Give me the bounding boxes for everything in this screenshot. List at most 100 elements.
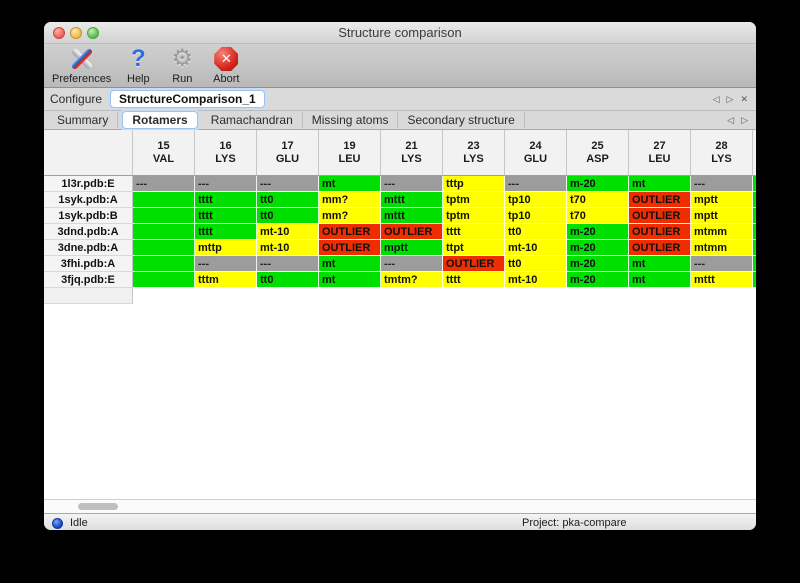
rotamer-cell[interactable]: --- [257,256,319,272]
rotamer-cell[interactable]: tttt [195,208,257,224]
rotamer-cell[interactable]: tmtm? [381,272,443,288]
rotamer-cell[interactable]: --- [691,256,753,272]
rotamer-cell[interactable]: mt [319,176,381,192]
rotamer-cell[interactable]: tttt [443,224,505,240]
run-button[interactable]: ⚙ Run [165,46,199,86]
rotamer-cell[interactable]: tt0 [257,192,319,208]
tab-missing-atoms[interactable]: Missing atoms [303,112,399,128]
rotamer-cell[interactable]: t [133,224,195,240]
tab-rotamers[interactable]: Rotamers [122,111,198,129]
rotamer-cell[interactable]: --- [195,256,257,272]
rotamer-cell[interactable]: mt [629,176,691,192]
zoom-traffic-light[interactable] [87,27,99,39]
row-label[interactable]: 1syk.pdb:A [44,192,133,208]
column-header[interactable]: 24 GLU [505,130,567,176]
abort-button[interactable]: ✕ Abort [209,46,243,85]
column-header[interactable]: 17 GLU [257,130,319,176]
rotamer-cell[interactable]: tt0 [505,224,567,240]
rotamer-cell[interactable]: --- [505,176,567,192]
rotamer-cell[interactable]: OUTLIER [629,224,691,240]
rotamer-cell[interactable]: tptm [443,208,505,224]
rotamer-cell[interactable]: mtmm [691,240,753,256]
rotamer-cell[interactable]: OUTLIER [381,224,443,240]
config-close-icon[interactable]: ✕ [740,93,748,104]
rotamer-cell[interactable]: m-20 [567,176,629,192]
rotamer-cell[interactable]: tp10 [505,208,567,224]
rotamer-cell[interactable]: tttt [195,224,257,240]
configure-tab[interactable]: StructureComparison_1 [110,90,265,108]
rotamer-cell[interactable]: tp10 [505,192,567,208]
rotamer-cell[interactable]: mtmm [691,224,753,240]
rotamer-cell[interactable]: OUTLIER [629,240,691,256]
rotamer-cell[interactable]: tttp [443,176,505,192]
row-label[interactable]: 1syk.pdb:B [44,208,133,224]
rotamer-cell[interactable]: m-20 [567,256,629,272]
column-header[interactable]: 16 LYS [195,130,257,176]
help-button[interactable]: ? Help [121,46,155,86]
rotamer-cell[interactable]: --- [133,176,195,192]
rotamer-table[interactable]: 15 VAL 16 LYS 17 GLU 19 LEU 21 LYS 23 LYS 24 GLU 25 ASP… [44,130,756,304]
rotamer-cell[interactable]: t [133,192,195,208]
close-traffic-light[interactable] [53,27,65,39]
rotamer-cell[interactable]: mt-10 [505,272,567,288]
row-label[interactable]: 3dne.pdb:A [44,240,133,256]
rotamer-cell[interactable]: t [133,208,195,224]
tabs-prev-icon[interactable]: ◁ [727,114,735,125]
rotamer-cell[interactable]: tptm [443,192,505,208]
rotamer-cell[interactable]: mt [319,272,381,288]
rotamer-cell[interactable]: mm? [319,208,381,224]
rotamer-cell[interactable]: OUTLIER [629,208,691,224]
rotamer-cell[interactable]: mt-10 [257,240,319,256]
tabs-next-icon[interactable]: ▷ [741,114,748,125]
column-header[interactable]: 19 LEU [319,130,381,176]
rotamer-cell[interactable]: OUTLIER [443,256,505,272]
column-header[interactable]: 27 LEU [629,130,691,176]
horizontal-scrollbar[interactable] [44,499,756,513]
rotamer-cell[interactable]: mt-10 [257,224,319,240]
rotamer-cell[interactable]: tttt [443,272,505,288]
rotamer-cell[interactable]: mttp [195,240,257,256]
row-label[interactable]: 3fhi.pdb:A [44,256,133,272]
rotamer-cell[interactable]: OUTLIER [319,240,381,256]
rotamer-cell[interactable]: --- [195,176,257,192]
rotamer-cell[interactable]: ttpt [443,240,505,256]
rotamer-cell[interactable]: m-20 [567,272,629,288]
rotamer-cell[interactable]: --- [691,176,753,192]
rotamer-cell[interactable]: --- [381,176,443,192]
row-label[interactable]: 3fjq.pdb:E [44,272,133,288]
row-label[interactable]: 1l3r.pdb:E [44,176,133,192]
config-next-icon[interactable]: ▷ [726,93,734,104]
rotamer-cell[interactable]: mttt [691,272,753,288]
column-header[interactable]: 21 LYS [381,130,443,176]
preferences-button[interactable]: Preferences [52,46,111,85]
rotamer-cell[interactable]: mt-10 [505,240,567,256]
rotamer-cell[interactable]: mm? [319,192,381,208]
tab-ramachandran[interactable]: Ramachandran [202,112,303,128]
rotamer-cell[interactable]: mptt [381,240,443,256]
tab-summary[interactable]: Summary [48,112,119,128]
rotamer-cell[interactable]: t [133,240,195,256]
rotamer-cell[interactable]: t [133,256,195,272]
minimize-traffic-light[interactable] [70,27,82,39]
column-header[interactable]: 25 ASP [567,130,629,176]
rotamer-cell[interactable]: mt [629,256,691,272]
rotamer-cell[interactable]: t [133,272,195,288]
rotamer-cell[interactable]: tttm [195,272,257,288]
column-header[interactable]: 15 VAL [133,130,195,176]
scrollbar-thumb[interactable] [78,503,118,510]
rotamer-cell[interactable]: t70 [567,192,629,208]
rotamer-cell[interactable]: mptt [691,192,753,208]
rotamer-cell[interactable]: tt0 [257,208,319,224]
column-header[interactable]: 28 LYS [691,130,753,176]
rotamer-cell[interactable]: --- [381,256,443,272]
rotamer-cell[interactable]: mt [319,256,381,272]
rotamer-cell[interactable]: m-20 [567,240,629,256]
rotamer-cell[interactable]: t70 [567,208,629,224]
tab-secondary-structure[interactable]: Secondary structure [398,112,525,128]
rotamer-cell[interactable]: tt0 [257,272,319,288]
rotamer-cell[interactable]: m-20 [567,224,629,240]
row-label[interactable]: 3dnd.pdb:A [44,224,133,240]
rotamer-cell[interactable]: OUTLIER [629,192,691,208]
rotamer-cell[interactable]: mptt [691,208,753,224]
rotamer-cell[interactable]: tttt [195,192,257,208]
